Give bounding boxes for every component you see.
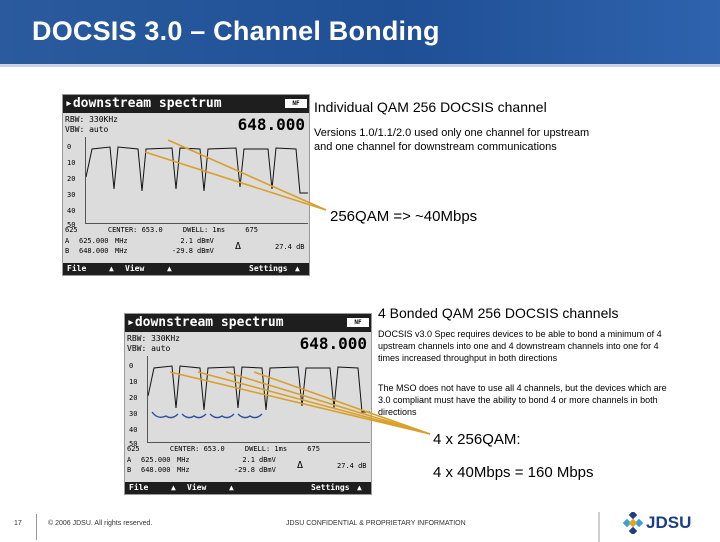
bonded-channels-heading: 4 Bonded QAM 256 DOCSIS channels: [378, 305, 619, 321]
delta-value: 27.4 dB: [337, 462, 367, 470]
y-tick: 20: [129, 394, 138, 402]
x-axis-row: 625 CENTER: 653.0 DWELL: 1ms 675: [127, 445, 320, 453]
single-channel-heading: Individual QAM 256 DOCSIS channel: [314, 99, 547, 115]
rbw-label: RBW: 330KHz: [127, 334, 180, 343]
footer-separator: [598, 512, 600, 542]
single-channel-description: Versions 1.0/1.1/2.0 used only one chann…: [314, 127, 590, 153]
marker-a-row: A 625.000 MHz 2.1 dBmV: [127, 456, 276, 464]
nf-badge: NF: [285, 99, 307, 108]
vbw-label: VBW: auto: [65, 125, 109, 134]
y-tick: 30: [67, 191, 76, 199]
dropdown-icon: ▲: [357, 483, 362, 492]
marker-b-row: B 648.000 MHz -29.8 dBmV: [65, 247, 214, 255]
spectrum-plot: [147, 356, 370, 443]
dropdown-icon: ▲: [109, 264, 114, 273]
nf-badge: NF: [347, 318, 369, 327]
x-end: 675: [307, 445, 320, 453]
y-tick: 0: [67, 143, 72, 151]
marker-a-row: A 625.000 MHz 2.1 dBmV: [65, 237, 214, 245]
analyzer-screen-bonded: ▸downstream spectrum NF RBW: 330KHz VBW:…: [124, 313, 372, 495]
jdsu-logo-text: JDSU: [646, 513, 692, 532]
x-start: 625: [65, 226, 78, 234]
y-tick: 50: [67, 221, 76, 229]
play-icon: ▸: [65, 96, 73, 111]
frequency-readout: 648.000: [299, 334, 367, 353]
footer-divider: [36, 514, 37, 540]
slide-footer: 17 © 2006 JDSU. All rights reserved. JDS…: [0, 508, 720, 542]
dropdown-icon: ▲: [167, 264, 172, 273]
x-axis-row: 625 CENTER: 653.0 DWELL: 1ms 675: [65, 226, 258, 234]
page-number: 17: [14, 520, 22, 527]
analyzer-menu-bar: File ▲ View ▲ Settings ▲: [125, 482, 371, 494]
x-center: CENTER: 653.0: [169, 445, 225, 453]
menu-settings[interactable]: Settings: [311, 483, 350, 492]
jdsu-logo: JDSU: [622, 510, 692, 536]
menu-file[interactable]: File: [129, 483, 149, 492]
y-tick: 30: [129, 410, 138, 418]
bonded-paragraph-2: The MSO does not have to use all 4 chann…: [378, 383, 667, 417]
menu-view[interactable]: View: [187, 483, 207, 492]
frequency-readout: 648.000: [237, 115, 305, 134]
analyzer-bandwidth-info: RBW: 330KHz VBW: auto: [127, 334, 180, 354]
x-end: 675: [245, 226, 258, 234]
dropdown-icon: ▲: [229, 483, 234, 492]
analyzer-title: downstream spectrum: [134, 315, 284, 330]
spectrum-plot: [85, 137, 308, 224]
analyzer-menu-bar: File ▲ View ▲ Settings ▲: [63, 263, 309, 275]
copyright-text: © 2006 JDSU. All rights reserved.: [48, 520, 153, 527]
dropdown-icon: ▲: [295, 264, 300, 273]
single-channel-speed: 256QAM => ~40Mbps: [330, 208, 478, 225]
dropdown-icon: ▲: [171, 483, 176, 492]
y-tick: 10: [129, 378, 138, 386]
vbw-label: VBW: auto: [127, 344, 171, 353]
bonded-bracket: [151, 411, 263, 419]
delta-icon: Δ: [297, 460, 304, 471]
menu-file[interactable]: File: [67, 264, 87, 273]
spectrum-trace: [86, 146, 308, 194]
y-tick: 50: [129, 440, 138, 448]
bonded-speed-line-1: 4 x 256QAM:: [433, 431, 521, 448]
bonded-paragraph-1: DOCSIS v3.0 Spec requires devices to be …: [378, 329, 662, 363]
y-tick: 20: [67, 175, 76, 183]
menu-view[interactable]: View: [125, 264, 145, 273]
rbw-label: RBW: 330KHz: [65, 115, 118, 124]
spectrum-trace: [148, 365, 370, 419]
x-start: 625: [127, 445, 140, 453]
analyzer-title-bar: ▸downstream spectrum NF: [63, 95, 309, 113]
header-rule: [0, 64, 720, 67]
slide-header: DOCSIS 3.0 – Channel Bonding: [0, 0, 720, 64]
marker-b-row: B 648.000 MHz -29.8 dBmV: [127, 466, 276, 474]
menu-settings[interactable]: Settings: [249, 264, 288, 273]
x-dwell: DWELL: 1ms: [182, 226, 226, 234]
slide-title: DOCSIS 3.0 – Channel Bonding: [32, 16, 440, 46]
bonded-speed-line-2: 4 x 40Mbps = 160 Mbps: [433, 464, 594, 481]
y-tick: 0: [129, 362, 134, 370]
y-tick: 40: [129, 426, 138, 434]
y-tick: 10: [67, 159, 76, 167]
jdsu-logo-icon: [622, 512, 644, 534]
analyzer-title: downstream spectrum: [72, 96, 222, 111]
confidential-text: JDSU CONFIDENTIAL & PROPRIETARY INFORMAT…: [286, 520, 466, 527]
play-icon: ▸: [127, 315, 135, 330]
analyzer-screen-single: ▸downstream spectrum NF RBW: 330KHz VBW:…: [62, 94, 310, 276]
y-tick: 40: [67, 207, 76, 215]
delta-icon: Δ: [235, 241, 242, 252]
analyzer-title-bar: ▸downstream spectrum NF: [125, 314, 371, 332]
delta-value: 27.4 dB: [275, 243, 305, 251]
x-dwell: DWELL: 1ms: [244, 445, 288, 453]
analyzer-bandwidth-info: RBW: 330KHz VBW: auto: [65, 115, 118, 135]
x-center: CENTER: 653.0: [107, 226, 163, 234]
